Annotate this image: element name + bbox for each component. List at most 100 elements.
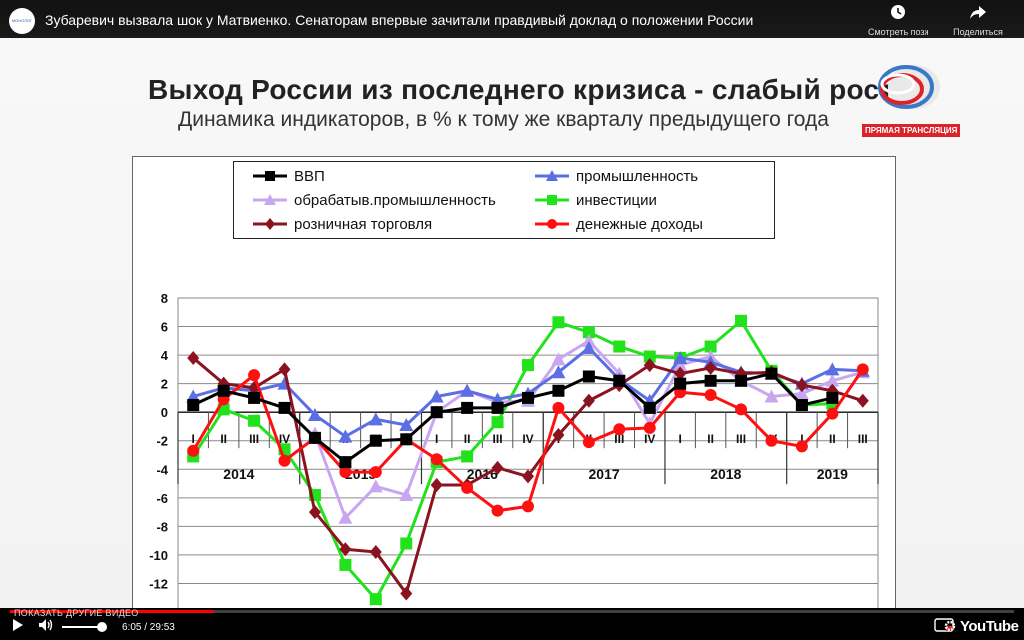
data-point	[582, 393, 595, 408]
y-tick-label: 0	[161, 405, 168, 420]
channel-avatar[interactable]: МОНОЛОГ АНТИФАШИСТА	[9, 8, 35, 34]
data-point	[522, 391, 534, 404]
quarter-label: III	[493, 432, 503, 446]
plot-area	[177, 297, 879, 613]
series-line	[191, 319, 833, 601]
legend-item: инвестиции	[534, 189, 657, 211]
data-point	[307, 408, 322, 422]
data-point	[339, 456, 352, 469]
top-bar: МОНОЛОГ АНТИФАШИСТА Зубаревич вызвала шо…	[0, 0, 1024, 38]
data-point	[265, 218, 275, 230]
data-point	[278, 401, 291, 414]
data-point	[582, 326, 595, 339]
year-label: 2016	[467, 466, 498, 482]
data-point	[217, 384, 230, 397]
data-point	[339, 558, 352, 571]
data-point	[581, 333, 596, 347]
share-icon	[970, 6, 986, 19]
data-point	[339, 466, 352, 479]
gear-icon[interactable]	[944, 620, 956, 632]
data-point	[643, 421, 656, 434]
quarter-label: III	[736, 432, 746, 446]
data-point	[582, 370, 595, 383]
year-label: 2014	[223, 466, 254, 482]
data-point	[735, 403, 748, 416]
data-point	[491, 504, 504, 517]
chart-legend: ВВП промышленность обрабатыв.промышленност…	[233, 161, 775, 239]
data-point	[673, 358, 688, 372]
legend-label: розничная торговля	[294, 215, 433, 233]
data-point	[369, 545, 382, 560]
data-point	[735, 314, 748, 327]
watch-later-button[interactable]: Смотреть позже	[868, 4, 928, 37]
more-videos-label[interactable]: ПОКАЗАТЬ ДРУГИЕ ВИДЕО	[14, 608, 139, 618]
data-point	[552, 401, 565, 414]
play-icon[interactable]	[12, 618, 24, 632]
data-point	[187, 350, 200, 365]
data-point	[522, 500, 534, 513]
legend-swatch	[253, 194, 287, 205]
data-point	[856, 393, 869, 408]
data-point	[491, 401, 504, 414]
y-tick-label: -12	[149, 576, 168, 591]
data-point	[339, 542, 352, 557]
data-point	[613, 374, 626, 387]
channel-watermark-logo	[878, 65, 940, 109]
slide-subtitle: Динамика индикаторов, в % к тому же квар…	[178, 108, 829, 131]
data-point	[460, 383, 475, 397]
progress-played	[10, 610, 215, 613]
legend-swatch	[535, 170, 569, 181]
data-point	[551, 352, 566, 366]
data-point	[547, 195, 557, 205]
data-point	[399, 487, 414, 501]
video-title[interactable]: Зубаревич вызвала шок у Матвиенко. Сенат…	[45, 12, 754, 28]
quarter-label: III	[614, 432, 624, 446]
chart-panel: 86420-2-4-6-8-10-12-14IIIIIIIVIIIIIIIVII…	[132, 156, 896, 634]
quarter-label: II	[220, 432, 227, 446]
volume-slider[interactable]	[62, 622, 107, 632]
quarter-label: I	[435, 432, 438, 446]
data-point	[552, 428, 565, 443]
data-point	[278, 362, 291, 377]
y-tick-label: 4	[161, 348, 169, 363]
youtube-logo[interactable]: YouTube	[960, 618, 1019, 635]
series-line	[192, 372, 833, 464]
legend-item: денежные доходы	[534, 213, 703, 235]
data-point	[522, 469, 534, 484]
legend-swatch	[535, 195, 569, 205]
legend-item: обрабатыв.промышленность	[252, 189, 496, 211]
data-point	[613, 423, 626, 436]
year-label: 2015	[345, 466, 376, 482]
data-point	[187, 399, 200, 412]
data-point	[552, 316, 565, 329]
data-point	[551, 365, 566, 379]
data-point	[399, 418, 414, 432]
data-point	[704, 389, 717, 402]
legend-item: розничная торговля	[252, 213, 432, 235]
data-point	[308, 431, 321, 444]
quarter-label: IV	[279, 432, 290, 446]
data-point	[546, 170, 558, 181]
data-point	[765, 434, 778, 447]
share-button[interactable]: Поделиться	[948, 4, 1008, 37]
data-point	[794, 386, 809, 400]
data-point	[704, 360, 717, 375]
data-point	[264, 194, 276, 205]
progress-bar[interactable]	[10, 610, 1014, 613]
clock-icon	[891, 5, 905, 19]
data-point	[430, 477, 443, 492]
y-tick-label: -4	[156, 462, 168, 477]
volume-icon[interactable]	[38, 618, 54, 632]
quarter-label: III	[249, 432, 259, 446]
data-point	[461, 450, 474, 463]
year-label: 2018	[710, 466, 741, 482]
data-point	[491, 460, 504, 475]
data-point	[369, 466, 382, 479]
volume-handle[interactable]	[96, 622, 107, 632]
data-point	[248, 391, 261, 404]
data-point	[400, 433, 413, 446]
data-point	[461, 481, 474, 494]
y-tick-label: -6	[156, 491, 168, 506]
data-point	[522, 359, 534, 372]
